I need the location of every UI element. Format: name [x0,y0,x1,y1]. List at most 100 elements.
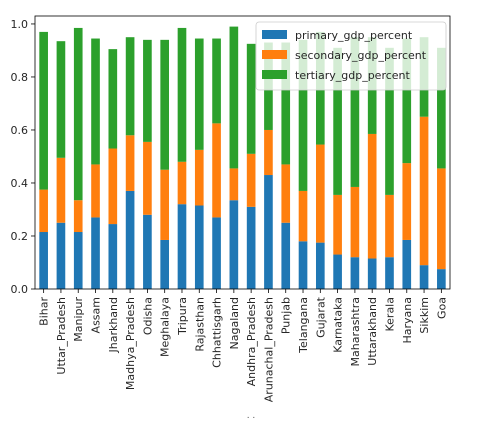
bar-primary_gdp_percent-rajasthan [194,205,204,289]
bar-secondary_gdp_percent-gujarat [315,144,325,243]
bar-secondary_gdp_percent-meghalaya [160,169,170,240]
bar-secondary_gdp_percent-karnataka [333,194,342,255]
x-tick-label-bihar: Bihar [38,297,51,326]
bar-primary_gdp_percent-sikkim [419,265,429,289]
bar-tertiary_gdp_percent-manipur [73,27,83,201]
bar-tertiary_gdp_percent-kerala [385,47,394,195]
bar-primary_gdp_percent-gujarat [315,242,325,289]
x-tick-label-maharashtra: Maharashtra [349,297,362,367]
bar-primary_gdp_percent-haryana [402,239,412,289]
bar-secondary_gdp_percent-chhattisgarh [212,123,221,218]
bar-primary_gdp_percent-punjab [281,222,291,289]
x-tick-label-rajasthan: Rajasthan [193,297,206,352]
x-tick-label-gujarat: Gujarat [314,296,327,338]
x-tick-label-tripura: Tripura [176,297,189,336]
bar-secondary_gdp_percent-madhya_pradesh [125,135,135,191]
bar-tertiary_gdp_percent-meghalaya [160,39,170,170]
bar-primary_gdp_percent-andhra_pradesh [246,206,256,289]
bar-tertiary_gdp_percent-jharkhand [108,49,118,149]
x-tick-label-madhya_pradesh: Madhya_Pradesh [124,297,137,390]
bar-secondary_gdp_percent-punjab [281,164,291,223]
bar-secondary_gdp_percent-goa [437,168,446,270]
bar-tertiary_gdp_percent-goa [437,47,446,169]
bar-tertiary_gdp_percent-rajasthan [194,38,204,150]
x-tick-label-meghalaya: Meghalaya [159,297,172,357]
y-tick-label: 0.4 [11,177,29,190]
x-tick-label-jharkhand: Jharkhand [107,297,120,354]
x-tick-label-chhattisgarh: Chhattisgarh [211,297,224,368]
bar-tertiary_gdp_percent-nagaland [229,26,239,169]
legend-label-tertiary_gdp_percent: tertiary_gdp_percent [295,69,411,82]
x-tick-label-nagaland: Nagaland [228,297,241,349]
legend-box [255,21,447,91]
axes-frame [34,15,451,290]
bar-primary_gdp_percent-chhattisgarh [212,217,221,289]
x-tick-label-assam: Assam [90,297,103,333]
bar-tertiary_gdp_percent-maharashtra [350,37,360,187]
bar-tertiary_gdp_percent-bihar [39,31,48,190]
bar-secondary_gdp_percent-odisha [143,141,152,215]
bar-tertiary_gdp_percent-telangana [298,39,308,191]
bar-secondary_gdp_percent-telangana [298,190,308,242]
footer-caption: . . [246,411,256,421]
x-tick-label-odisha: Odisha [141,297,154,335]
bar-primary_gdp_percent-tripura [177,204,187,289]
bar-secondary_gdp_percent-andhra_pradesh [246,153,256,207]
bar-secondary_gdp_percent-assam [91,164,100,218]
bar-secondary_gdp_percent-jharkhand [108,148,118,225]
y-tick-label: 0.8 [11,71,29,84]
axes-group: 0.0 0.2 0.4 0.6 0.8 1.0 Bihar Uttar_Pradesh Mani… [11,15,451,402]
bar-tertiary_gdp_percent-haryana [402,38,412,164]
x-tick-label-manipur: Manipur [72,297,85,342]
y-tick-label: 0.6 [11,124,29,137]
x-tick-label-sikkim: Sikkim [418,297,431,334]
bar-primary_gdp_percent-goa [437,269,446,289]
bar-primary_gdp_percent-telangana [298,241,308,289]
bar-primary_gdp_percent-jharkhand [108,224,118,289]
x-tick-label-goa: Goa [435,297,448,319]
bar-primary_gdp_percent-kerala [385,257,394,289]
bar-tertiary_gdp_percent-uttar_pradesh [56,41,66,158]
x-tick-label-uttar_pradesh: Uttar_Pradesh [55,297,68,375]
x-tick-label-uttarakhand: Uttarakhand [366,297,379,366]
bar-primary_gdp_percent-maharashtra [350,257,360,289]
bar-secondary_gdp_percent-rajasthan [194,149,204,206]
x-tick-label-arunachal_pradesh: Arunachal_Pradesh [262,297,275,402]
bar-primary_gdp_percent-assam [91,217,100,289]
x-tick-label-karnataka: Karnataka [332,297,345,353]
y-tick-label: 0.2 [11,230,29,243]
bar-secondary_gdp_percent-maharashtra [350,186,360,258]
y-tick-label: 0.0 [11,283,29,296]
bar-tertiary_gdp_percent-odisha [143,39,152,142]
bar-tertiary_gdp_percent-assam [91,38,100,165]
bar-secondary_gdp_percent-uttar_pradesh [56,157,66,223]
bar-primary_gdp_percent-bihar [39,232,48,289]
legend-label-secondary_gdp_percent: secondary_gdp_percent [295,49,427,62]
y-tick-label: 1.0 [11,18,29,31]
bar-primary_gdp_percent-nagaland [229,200,239,289]
x-tick-label-andhra_pradesh: Andhra_Pradesh [245,297,258,386]
bar-tertiary_gdp_percent-karnataka [333,47,342,195]
bar-primary_gdp_percent-uttarakhand [367,258,377,289]
legend-swatch-tertiary_gdp_percent [262,70,287,79]
bar-secondary_gdp_percent-nagaland [229,168,239,201]
x-tick-label-telangana: Telangana [297,297,310,354]
bar-secondary_gdp_percent-tripura [177,161,187,205]
bar-secondary_gdp_percent-sikkim [419,116,429,266]
legend-swatch-primary_gdp_percent [262,30,287,39]
legend: primary_gdp_percent secondary_gdp_percent… [255,21,447,91]
bar-primary_gdp_percent-karnataka [333,254,342,289]
legend-label-primary_gdp_percent: primary_gdp_percent [295,29,413,42]
bar-tertiary_gdp_percent-punjab [281,42,291,165]
bar-primary_gdp_percent-uttar_pradesh [56,222,66,289]
bar-secondary_gdp_percent-manipur [73,200,83,233]
bar-secondary_gdp_percent-kerala [385,194,394,258]
bar-secondary_gdp_percent-bihar [39,189,48,233]
bar-secondary_gdp_percent-uttarakhand [367,133,377,259]
bar-tertiary_gdp_percent-tripura [177,27,187,162]
bar-primary_gdp_percent-odisha [143,214,152,289]
bar-tertiary_gdp_percent-madhya_pradesh [125,37,135,136]
x-tick-label-haryana: Haryana [401,297,414,344]
x-tick-label-kerala: Kerala [383,297,396,332]
